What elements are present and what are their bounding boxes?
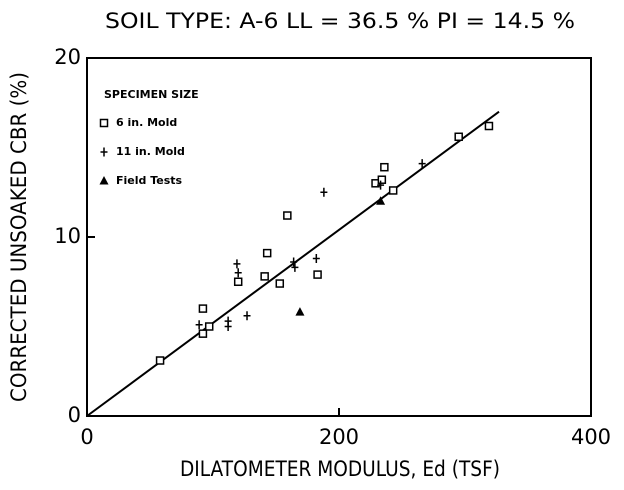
point [377, 180, 385, 190]
x-tick-label: 200 [319, 425, 359, 449]
point [418, 159, 426, 169]
x-axis-label: DILATOMETER MODULUS, Ed (TSF) [180, 457, 500, 481]
point [295, 307, 305, 316]
y-axis-label: CORRECTED UNSOAKED CBR (%) [7, 72, 31, 402]
legend-label: Field Tests [116, 174, 183, 187]
point [312, 253, 320, 263]
chart-title: SOIL TYPE: A-6 LL = 36.5 % PI = 14.5 % [105, 9, 575, 33]
legend-marker [99, 118, 109, 128]
point [155, 356, 165, 365]
point [195, 320, 203, 330]
point [262, 248, 272, 258]
y-tick-label: 0 [68, 403, 81, 427]
point [454, 132, 463, 142]
point [233, 259, 241, 269]
y-tick-label: 20 [54, 45, 81, 69]
point [313, 270, 322, 279]
point [291, 262, 299, 272]
point [234, 268, 242, 278]
legend-label: 11 in. Mold [116, 145, 185, 158]
point [376, 196, 386, 205]
legend-title: SPECIMEN SIZE [104, 88, 199, 101]
point [260, 272, 269, 281]
x-tick-label: 0 [80, 425, 93, 449]
point [388, 186, 398, 195]
point [204, 322, 214, 331]
point [224, 316, 232, 326]
point [283, 211, 292, 220]
point [233, 277, 243, 286]
legend-label: 6 in. Mold [116, 116, 177, 129]
x-tick-label: 400 [571, 425, 611, 449]
point [377, 175, 387, 184]
point [243, 311, 251, 321]
point [275, 279, 285, 288]
y-tick-label: 10 [54, 224, 81, 248]
point [198, 304, 208, 313]
point [320, 187, 328, 197]
point [198, 329, 208, 338]
legend-marker [99, 176, 109, 185]
legend-marker [100, 147, 108, 157]
point [484, 121, 494, 131]
point [290, 257, 298, 267]
point [380, 162, 389, 172]
